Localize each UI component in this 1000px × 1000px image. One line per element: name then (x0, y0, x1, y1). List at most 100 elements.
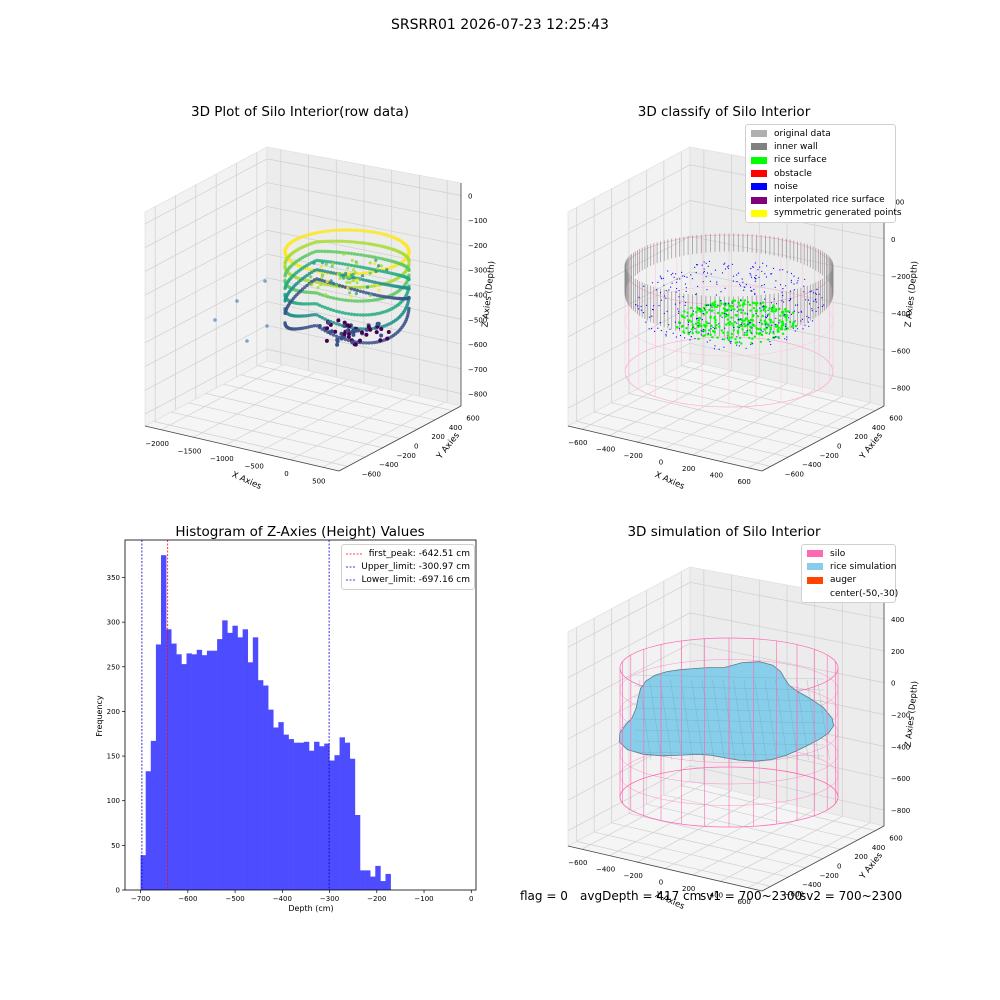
grid-line (594, 411, 789, 458)
data-point (355, 313, 360, 317)
rice-surface-point (733, 299, 737, 302)
data-point (350, 340, 355, 345)
legend-entry: rice simulation (807, 560, 896, 573)
rice-surface-point (748, 336, 751, 340)
data-point (320, 293, 324, 297)
data-point (364, 241, 368, 246)
data-point (312, 302, 316, 306)
data-point (329, 307, 333, 312)
rice-surface-point (697, 308, 700, 311)
data-point (351, 268, 356, 272)
data-point (309, 275, 313, 279)
y-tick-label: −200 (397, 452, 416, 460)
data-point (346, 239, 351, 244)
data-point (317, 324, 322, 328)
data-point (337, 297, 342, 301)
z-tick-label: −800 (891, 807, 910, 815)
outlier-point (213, 318, 217, 322)
rice-surface-point (752, 307, 756, 310)
rice-surface-point (755, 304, 758, 307)
data-point (331, 228, 336, 233)
data-point (379, 264, 384, 268)
grid-line (144, 301, 268, 367)
data-point (330, 264, 334, 268)
grid-line (266, 206, 462, 246)
data-point (326, 295, 330, 299)
data-point (339, 331, 344, 336)
data-point (319, 265, 323, 269)
data-point (350, 258, 354, 262)
rice-surface-point (738, 308, 741, 311)
data-point (361, 327, 365, 331)
rice-surface-point (698, 316, 701, 320)
legend-swatch (807, 550, 823, 558)
data-point (343, 239, 348, 244)
rice-surface-point (740, 324, 744, 328)
rice-surface-point (724, 304, 727, 307)
y-tick-label: −400 (802, 461, 821, 469)
data-point (331, 271, 336, 275)
data-point (361, 253, 365, 257)
x-tick-label: −1000 (210, 455, 234, 463)
data-point (345, 276, 349, 280)
grid-line (258, 365, 453, 411)
data-point (367, 341, 371, 345)
x-tick-label: 0 (659, 459, 663, 467)
data-point (320, 249, 324, 253)
rice-surface-point (767, 338, 770, 341)
grid-line (223, 383, 418, 430)
legend-entry: silo (807, 547, 890, 560)
x-tick-label: −200 (624, 872, 643, 880)
grid-line (567, 342, 691, 409)
data-point (325, 279, 329, 283)
data-point (361, 290, 365, 294)
rice-surface-point (726, 334, 729, 337)
rice-surface-point (764, 305, 768, 309)
data-point (352, 264, 357, 268)
data-point (355, 262, 359, 266)
data-point (324, 293, 328, 297)
data-point (337, 271, 342, 276)
data-point (327, 330, 332, 335)
data-point (346, 312, 351, 316)
flag-text: flag = 0 (520, 889, 568, 903)
data-point (367, 254, 371, 258)
rice-surface-point (769, 321, 772, 324)
rice-surface-point (715, 323, 718, 327)
data-point (309, 282, 313, 286)
x-axis-line (144, 425, 340, 472)
data-point (375, 321, 380, 326)
y-tick-label: 0 (837, 863, 841, 871)
data-point (305, 283, 309, 288)
data-point (375, 312, 379, 316)
data-point (316, 285, 320, 290)
z-tick-label: −500 (468, 316, 487, 324)
rice-surface-point (705, 311, 708, 314)
data-point (352, 288, 357, 292)
data-point (315, 240, 319, 244)
grid-line (689, 342, 885, 388)
rice-surface-point (719, 314, 722, 317)
rice-surface-point (722, 307, 725, 310)
data-point (359, 330, 364, 335)
grid-line (576, 421, 771, 467)
rice-surface-point (697, 337, 700, 341)
data-point (337, 310, 342, 314)
data-point (370, 298, 374, 303)
rice-surface-point (727, 313, 730, 317)
rice-surface-point (686, 311, 689, 314)
rice-surface-point (751, 337, 754, 340)
grid-line (144, 229, 268, 296)
data-point (364, 327, 369, 332)
data-point (364, 332, 369, 337)
data-point (372, 230, 377, 234)
data-point (370, 267, 374, 271)
grid-line (681, 365, 876, 411)
data-point (323, 282, 327, 286)
z-tick-label: −200 (468, 242, 487, 250)
data-point (375, 231, 379, 235)
data-point (337, 283, 342, 288)
rice-surface-point (718, 304, 721, 308)
grid-line (144, 348, 268, 415)
z-tick-label: −200 (891, 273, 910, 281)
